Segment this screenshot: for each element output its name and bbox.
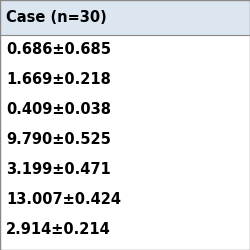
Text: 1.669±0.218: 1.669±0.218 [6, 72, 111, 88]
Bar [0, 0, 250, 35]
Text: Case (n=30): Case (n=30) [6, 10, 107, 25]
Bar [0, 35, 250, 250]
Text: 13.007±0.424: 13.007±0.424 [6, 192, 121, 208]
Text: 3.199±0.471: 3.199±0.471 [6, 162, 111, 178]
Text: 9.790±0.525: 9.790±0.525 [6, 132, 111, 148]
Text: 2.914±0.214: 2.914±0.214 [6, 222, 111, 238]
Text: 0.686±0.685: 0.686±0.685 [6, 42, 111, 58]
Text: 0.409±0.038: 0.409±0.038 [6, 102, 111, 118]
